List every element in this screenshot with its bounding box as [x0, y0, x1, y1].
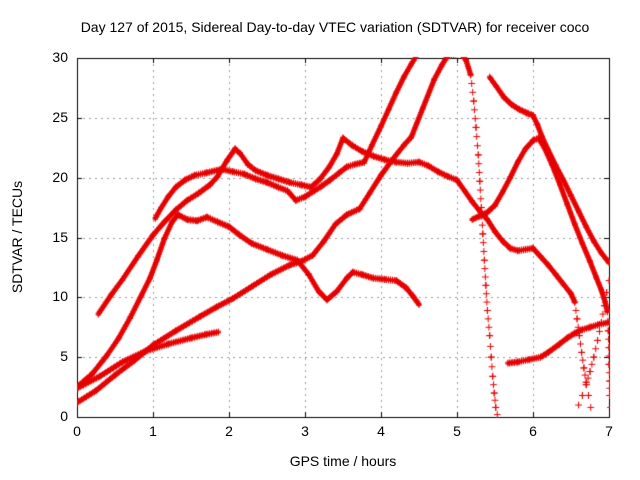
- y-tick-label: 30: [52, 49, 68, 65]
- x-tick-label: 4: [377, 423, 385, 439]
- x-tick-label: 7: [605, 423, 613, 439]
- x-axis-label: GPS time / hours: [289, 453, 397, 469]
- chart-title: Day 127 of 2015, Sidereal Day-to-day VTE…: [80, 19, 590, 35]
- y-axis-label: SDTVAR / TECUs: [9, 180, 25, 294]
- y-tick-label: 15: [52, 228, 68, 245]
- y-tick-label: 0: [60, 408, 68, 424]
- x-tick-label: 0: [73, 423, 81, 439]
- x-tick-label: 3: [301, 423, 309, 439]
- y-tick-label: 5: [60, 348, 68, 365]
- y-tick-label: 20: [52, 168, 68, 185]
- y-tick-label: 25: [52, 108, 68, 125]
- x-tick-label: 6: [529, 423, 537, 439]
- y-tick-label: 10: [52, 288, 68, 305]
- x-tick-label: 2: [225, 423, 233, 439]
- x-tick-label: 5: [453, 423, 461, 439]
- x-tick-label: 1: [149, 423, 157, 439]
